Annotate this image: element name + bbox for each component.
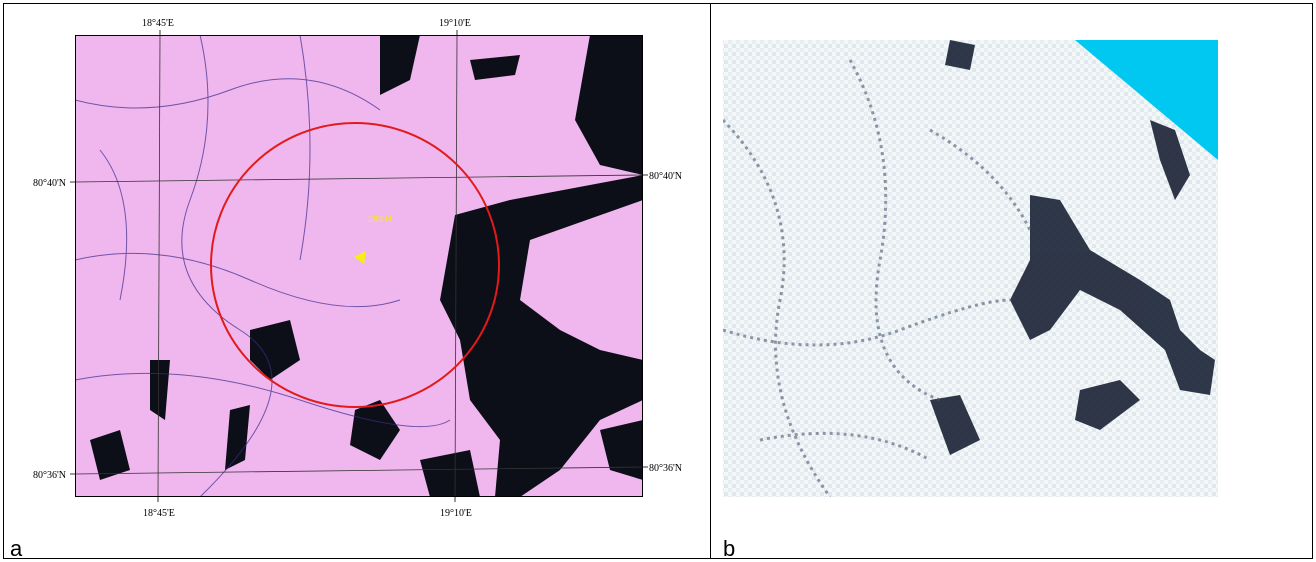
- sea-ice-image-b: [723, 40, 1218, 497]
- lat-label: 80°36'N: [33, 470, 66, 481]
- lat-label: 80°40'N: [33, 178, 66, 189]
- sea-ice-image-a: 289 H: [75, 35, 643, 497]
- lat-label: 80°36'N: [649, 463, 682, 474]
- lon-label: 18°45'E: [142, 18, 174, 29]
- annotation: 289 H: [368, 214, 392, 224]
- lon-label: 18°45'E: [143, 508, 175, 519]
- lat-label: 80°40'N: [649, 171, 682, 182]
- lon-label: 19°10'E: [440, 508, 472, 519]
- panel-label: a: [10, 536, 23, 561]
- lon-label: 19°10'E: [439, 18, 471, 29]
- panel-label: b: [723, 536, 735, 561]
- figure: 289 H 18°45'E 19°10'E 18°45'E 19°10'E 80…: [0, 0, 1316, 562]
